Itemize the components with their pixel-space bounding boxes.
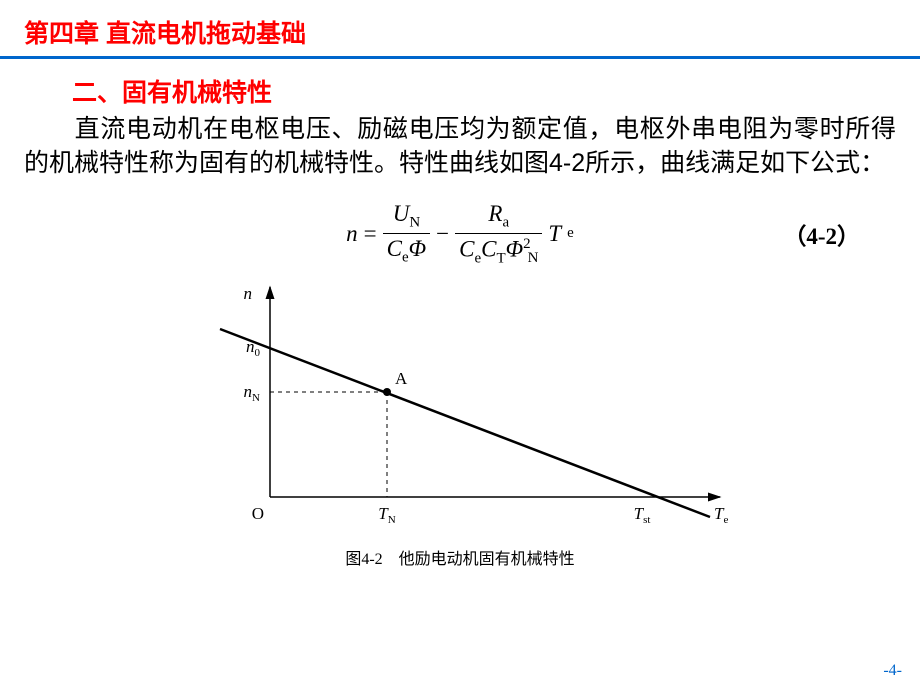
eq-minus: − — [436, 221, 449, 247]
equation-number: （4-2） — [783, 217, 860, 251]
svg-text:n: n — [244, 284, 253, 303]
eq-f2-den-c2: C — [481, 236, 496, 261]
eq-f2-den-phi: Φ — [506, 236, 524, 261]
eq-f1-den-c: C — [387, 236, 402, 261]
eq-f2-den-phi-sub: N — [528, 250, 539, 266]
eq-f2-num-sub: a — [502, 214, 509, 230]
body-paragraph: 直流电动机在电枢电压、励磁电压均为额定值，电枢外串电阻为零时所得的机械特性称为固… — [24, 113, 896, 181]
mechanical-characteristic-chart: n n0 nN A O TN Tst Te — [180, 277, 740, 537]
svg-text:A: A — [395, 369, 408, 388]
eq-lhs: n — [346, 221, 358, 247]
eq-f2-den-c1: C — [459, 236, 474, 261]
eq-f1-num-sub: N — [409, 215, 420, 231]
eq-f1-num: U — [393, 201, 410, 226]
section-title: 二、固有机械特性 — [72, 73, 920, 109]
eq-f1-den-phi: Φ — [409, 236, 427, 261]
header-divider — [0, 56, 920, 59]
eq-f2-num: R — [488, 201, 502, 226]
svg-text:TN: TN — [378, 504, 395, 526]
chapter-title: 第四章 直流电机拖动基础 — [24, 14, 920, 50]
svg-text:O: O — [252, 504, 264, 523]
eq-frac1: UN CeΦ — [383, 201, 431, 266]
eq-equals: = — [364, 221, 377, 247]
equation-row: n = UN CeΦ − Ra CeCTΦ2N Te （4-2） — [0, 199, 920, 269]
page-number: -4- — [883, 662, 902, 680]
paragraph-text: 直流电动机在电枢电压、励磁电压均为额定值，电枢外串电阻为零时所得的机械特性称为固… — [24, 115, 896, 177]
eq-f1-den-c-sub: e — [402, 250, 409, 266]
svg-text:Te: Te — [714, 504, 728, 526]
figure-caption: 图4-2 他励电动机固有机械特性 — [0, 545, 920, 569]
svg-text:Tst: Tst — [634, 504, 651, 526]
equation: n = UN CeΦ − Ra CeCTΦ2N Te — [346, 201, 574, 267]
eq-f2-den-c2-sub: T — [496, 250, 505, 266]
svg-text:nN: nN — [244, 382, 261, 404]
eq-frac2: Ra CeCTΦ2N — [455, 201, 542, 267]
eq-trail-sub: e — [567, 225, 574, 242]
eq-trail: T — [548, 221, 561, 247]
svg-text:n0: n0 — [246, 337, 261, 359]
